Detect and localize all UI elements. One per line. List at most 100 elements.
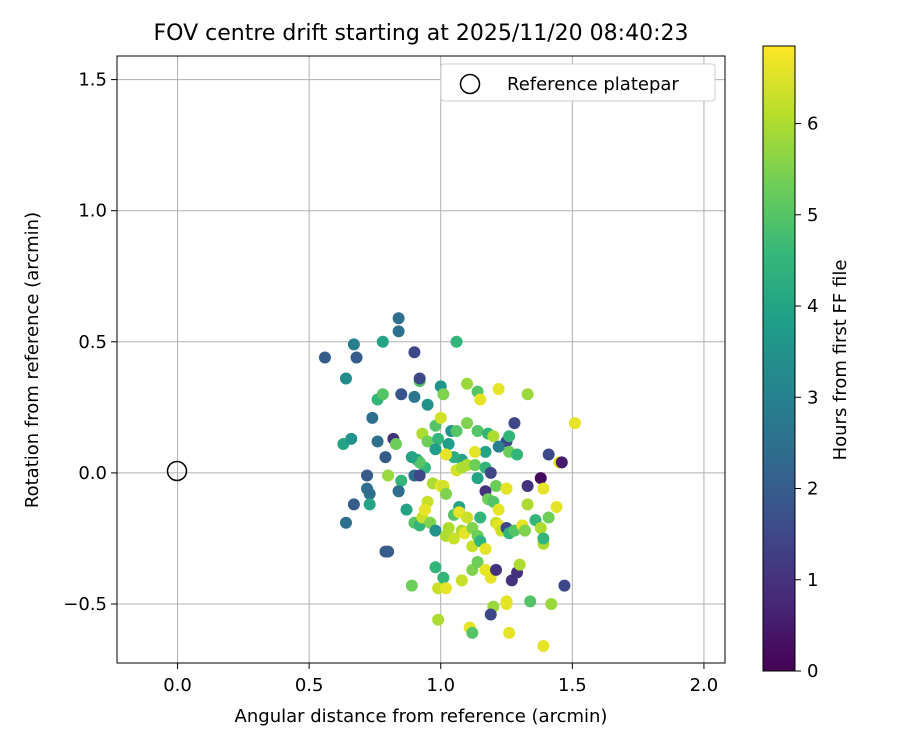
data-point: [363, 487, 376, 500]
x-tick-label: 1.0: [426, 675, 455, 696]
data-point: [468, 445, 481, 458]
chart-title: FOV centre drift starting at 2025/11/20 …: [154, 21, 689, 46]
data-point: [429, 524, 442, 537]
data-point: [429, 443, 442, 456]
data-point: [471, 556, 484, 569]
data-point: [542, 448, 555, 461]
data-point: [379, 451, 392, 464]
data-point: [518, 524, 531, 537]
legend: Reference platepar: [440, 63, 716, 102]
data-point: [400, 503, 413, 516]
colorbar-tick-label: 1: [807, 570, 818, 591]
data-point: [503, 626, 516, 639]
data-point: [537, 532, 550, 545]
data-point: [542, 511, 555, 524]
data-point: [395, 388, 408, 401]
data-point: [503, 430, 516, 443]
legend-box: [440, 63, 716, 102]
y-tick-label: 0.0: [78, 463, 107, 484]
data-point: [432, 432, 445, 445]
plot-area: [117, 56, 725, 663]
data-point: [521, 388, 534, 401]
data-point: [442, 438, 455, 451]
data-point: [521, 498, 534, 511]
colorbar-tick-label: 3: [807, 387, 818, 408]
data-point: [382, 545, 395, 558]
data-point: [492, 440, 505, 453]
data-point: [511, 448, 524, 461]
data-point: [461, 417, 474, 430]
colorbar-gradient: [762, 45, 796, 672]
data-point: [492, 503, 505, 516]
x-tick-label: 0.5: [295, 675, 324, 696]
colorbar: 0 1 2 3 4 5 6 Hours from first FF file: [762, 45, 851, 682]
data-point: [376, 335, 389, 348]
data-point: [484, 608, 497, 621]
data-point: [537, 639, 550, 652]
data-point: [413, 469, 426, 482]
data-point: [558, 579, 571, 592]
reference-platepar-marker: [166, 460, 188, 482]
data-point: [490, 563, 503, 576]
data-point: [345, 432, 358, 445]
data-point: [555, 456, 568, 469]
data-point: [450, 424, 463, 437]
data-point: [434, 411, 447, 424]
data-point: [437, 388, 450, 401]
x-tick-label: 2.0: [690, 675, 719, 696]
data-point: [513, 558, 526, 571]
plot-frame: [116, 55, 726, 664]
data-point: [442, 521, 455, 534]
data-point: [350, 351, 363, 364]
data-point: [392, 312, 405, 325]
colorbar-tick-label: 6: [807, 114, 818, 135]
data-point: [479, 542, 492, 555]
data-point: [347, 498, 360, 511]
y-axis-ticks: −0.5 0.0 0.5 1.0 1.5: [63, 70, 117, 615]
data-point: [347, 338, 360, 351]
colorbar-ticks: 0 1 2 3 4 5 6: [795, 114, 818, 682]
data-point: [534, 472, 547, 485]
data-point: [418, 503, 431, 516]
data-point: [405, 579, 418, 592]
data-point: [389, 438, 402, 451]
data-point: [382, 469, 395, 482]
data-point: [392, 485, 405, 498]
legend-label-reference-platepar: Reference platepar: [507, 74, 679, 95]
data-point: [318, 351, 331, 364]
data-point: [363, 498, 376, 511]
data-point: [447, 532, 460, 545]
scatter-points: [318, 312, 581, 652]
data-point: [474, 511, 487, 524]
data-point: [366, 411, 379, 424]
x-axis-label: Angular distance from reference (arcmin): [235, 706, 608, 727]
data-point: [471, 472, 484, 485]
y-tick-label: −0.5: [63, 594, 107, 615]
data-point: [550, 500, 563, 513]
y-tick-label: 1.5: [78, 70, 107, 91]
colorbar-tick-label: 5: [807, 205, 818, 226]
colorbar-label: Hours from first FF file: [830, 260, 851, 461]
data-point: [395, 474, 408, 487]
data-point: [450, 335, 463, 348]
data-point: [455, 574, 468, 587]
x-tick-label: 0.0: [163, 675, 192, 696]
data-point: [440, 582, 453, 595]
data-point: [392, 325, 405, 338]
data-point: [461, 511, 474, 524]
data-point: [484, 466, 497, 479]
data-point: [471, 424, 484, 437]
data-point: [487, 430, 500, 443]
data-point: [461, 377, 474, 390]
data-point: [421, 435, 434, 448]
data-point: [474, 393, 487, 406]
data-point: [371, 435, 384, 448]
data-point: [466, 626, 479, 639]
y-axis-label: Rotation from reference (arcmin): [22, 212, 43, 508]
data-point: [500, 598, 513, 611]
data-point: [361, 469, 374, 482]
y-tick-label: 0.5: [78, 332, 107, 353]
colorbar-tick-label: 4: [807, 296, 818, 317]
data-point: [568, 417, 581, 430]
